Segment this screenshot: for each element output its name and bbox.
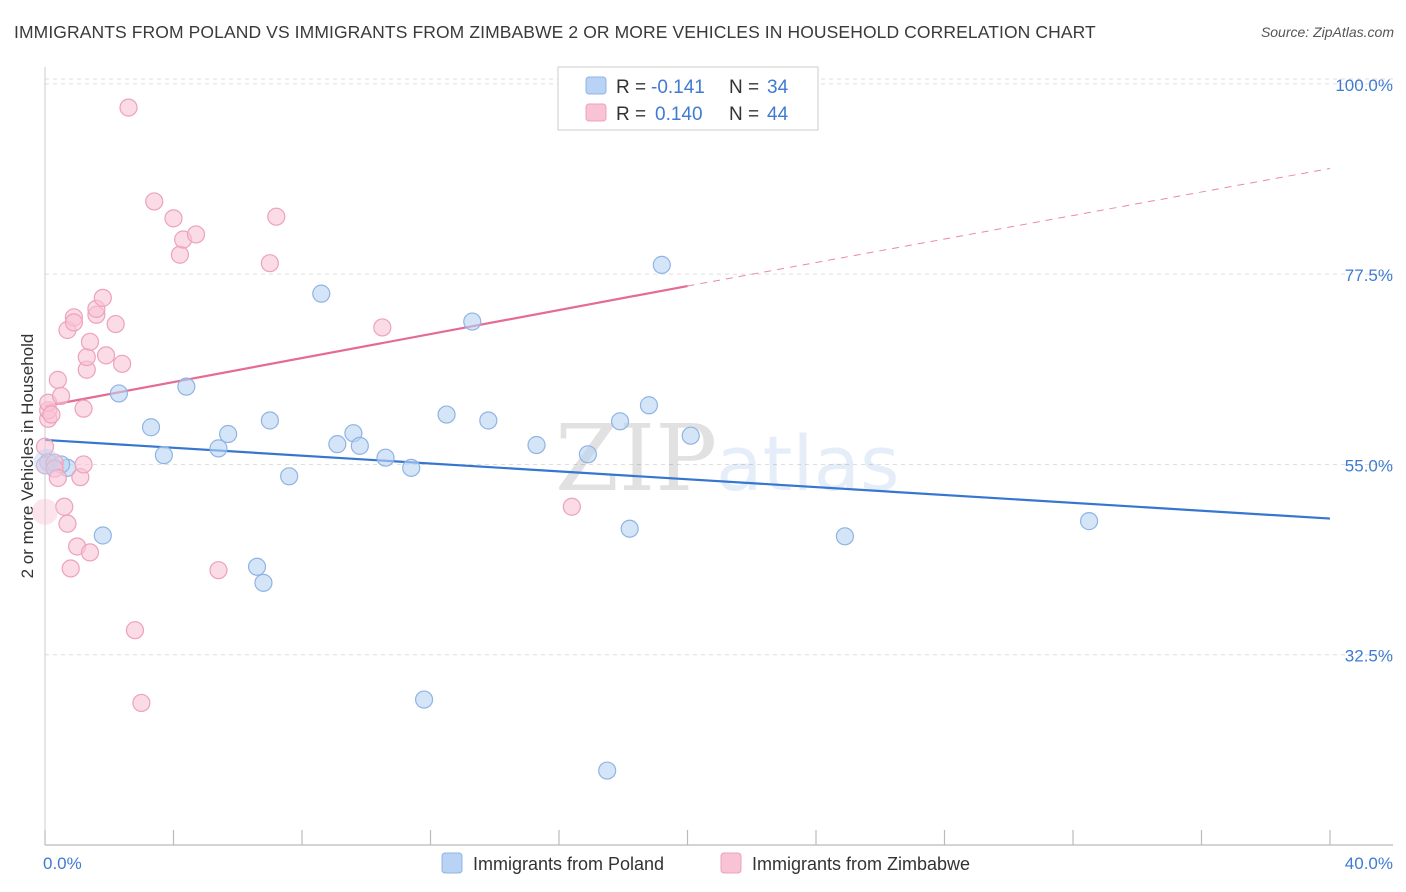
poland-point	[402, 458, 421, 477]
poland-point	[610, 412, 630, 431]
zimbabwe-point	[267, 207, 286, 226]
zimbabwe-point	[125, 621, 145, 640]
poland-trend-line	[44, 438, 1331, 520]
poland-point	[414, 690, 434, 709]
watermark: ZIP atlas	[555, 405, 900, 512]
stats-legend: R = -0.141 N = 34 R = 0.140 N = 44	[557, 66, 819, 131]
y-tick-label: 55.0%	[1345, 456, 1393, 475]
zimbabwe-point	[77, 347, 96, 367]
y-tick-label: 32.5%	[1345, 647, 1393, 666]
poland-point	[598, 761, 617, 780]
zimbabwe-point	[93, 288, 112, 307]
zimbabwe-trend-line	[44, 284, 688, 408]
poland-point	[328, 435, 347, 454]
legend-poland-label[interactable]: Immigrants from Poland	[473, 854, 664, 874]
zimbabwe-point	[260, 254, 279, 273]
zimbabwe-point	[80, 332, 100, 351]
poland-point	[260, 411, 279, 430]
poland-swatch	[585, 76, 607, 95]
zimbabwe-r-value: 0.140	[655, 104, 703, 125]
poland-point	[109, 384, 128, 403]
zimbabwe-point	[64, 313, 84, 332]
poland-point	[177, 377, 196, 396]
zimbabwe-point	[119, 98, 138, 117]
poland-point	[93, 526, 112, 545]
zimbabwe-point	[106, 314, 125, 334]
poland-point	[620, 519, 639, 538]
poland-point	[437, 405, 456, 424]
poland-point	[254, 573, 273, 592]
zimbabwe-point	[80, 543, 100, 562]
data-points	[32, 98, 1099, 780]
zimbabwe-point	[186, 225, 206, 244]
zimbabwe-trend-line	[687, 167, 1331, 287]
poland-point	[463, 312, 482, 331]
legend-zimbabwe-swatch[interactable]	[720, 852, 742, 874]
zimbabwe-point	[74, 399, 93, 418]
legend-zimbabwe-label[interactable]: Immigrants from Zimbabwe	[752, 854, 970, 874]
zimbabwe-point	[32, 498, 58, 525]
zimbabwe-point	[55, 497, 74, 516]
poland-point	[312, 284, 331, 303]
poland-point	[350, 436, 369, 455]
zimbabwe-point	[58, 514, 77, 533]
zimbabwe-point	[74, 455, 93, 474]
axis-ticks: 100.0% 77.5% 55.0% 32.5% 0.0% 40.0%	[43, 76, 1393, 873]
poland-point	[835, 527, 855, 546]
zimbabwe-point	[48, 370, 67, 389]
trend-lines	[44, 167, 1331, 520]
poland-point	[652, 255, 671, 274]
poland-r-value: -0.141	[651, 77, 705, 98]
poland-point	[209, 439, 228, 458]
zimbabwe-point	[562, 497, 581, 516]
poland-point	[639, 396, 659, 415]
zimbabwe-swatch	[585, 103, 607, 122]
poland-r-label: R =	[616, 77, 646, 98]
zimbabwe-point	[96, 346, 116, 365]
poland-point	[219, 424, 238, 444]
poland-point	[527, 435, 546, 455]
zimbabwe-point	[132, 693, 151, 713]
watermark-zip: ZIP	[555, 405, 717, 512]
zimbabwe-point	[61, 559, 80, 578]
poland-point	[376, 448, 395, 467]
grid-lines	[45, 78, 1393, 656]
poland-n-label: N =	[729, 77, 759, 98]
source-label: Source: ZipAtlas.com	[1260, 24, 1394, 40]
zimbabwe-point	[170, 245, 190, 264]
zimbabwe-point	[373, 318, 392, 337]
poland-n-value: 34	[767, 77, 789, 98]
legend-poland-swatch[interactable]	[441, 852, 463, 874]
zimbabwe-point	[48, 468, 67, 488]
zimbabwe-point	[51, 386, 71, 406]
y-tick-label: 100.0%	[1335, 76, 1393, 95]
zimbabwe-r-label: R =	[616, 104, 646, 125]
zimbabwe-n-label: N =	[729, 104, 759, 125]
poland-point	[280, 467, 299, 486]
series-legend: Immigrants from Poland Immigrants from Z…	[441, 852, 970, 874]
poland-point	[1079, 512, 1099, 531]
zimbabwe-point	[164, 209, 183, 228]
poland-point	[578, 445, 598, 464]
poland-point	[479, 411, 498, 430]
x-tick-label: 40.0%	[1345, 854, 1393, 873]
y-tick-label: 77.5%	[1345, 266, 1393, 285]
chart-title: IMMIGRANTS FROM POLAND VS IMMIGRANTS FRO…	[14, 22, 1096, 42]
zimbabwe-point	[35, 437, 55, 456]
zimbabwe-point	[145, 192, 164, 211]
watermark-atlas: atlas	[716, 419, 900, 508]
zimbabwe-point	[42, 405, 61, 424]
x-tick-label: 0.0%	[43, 854, 82, 873]
zimbabwe-point	[209, 561, 228, 580]
poland-point	[247, 557, 267, 576]
poland-point	[681, 426, 700, 445]
poland-point	[141, 418, 161, 437]
zimbabwe-n-value: 44	[767, 104, 789, 125]
poland-point	[33, 448, 60, 475]
zimbabwe-point	[112, 354, 132, 373]
poland-point	[154, 446, 173, 465]
